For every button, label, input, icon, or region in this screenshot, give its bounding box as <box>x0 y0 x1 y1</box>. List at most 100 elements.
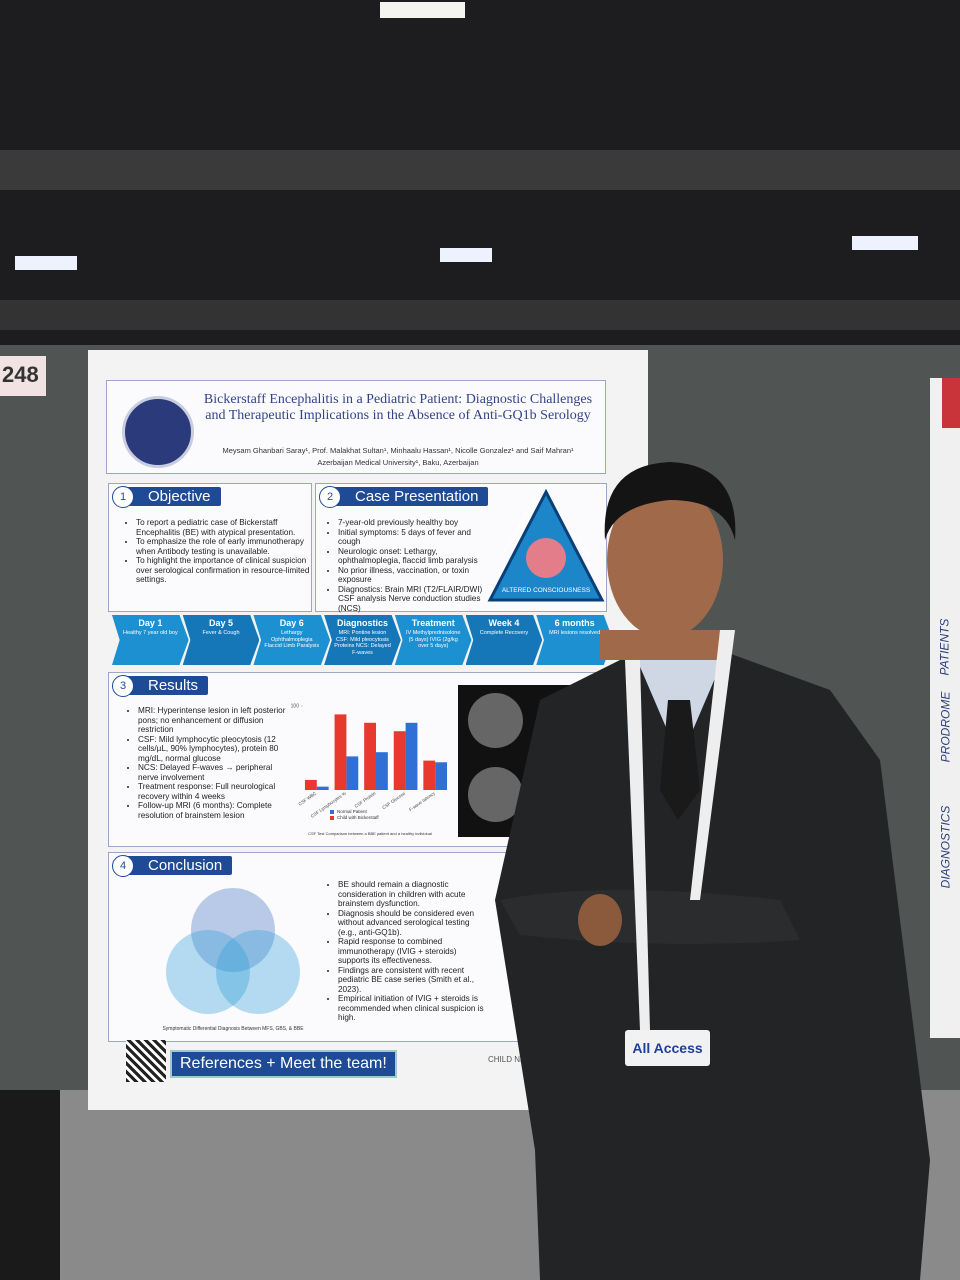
bullet: Empirical initiation of IVIG + steroids … <box>338 994 488 1023</box>
badge-text: All Access <box>632 1040 703 1056</box>
section-title: Objective <box>118 487 221 506</box>
bullet: Diagnosis should be considered even with… <box>338 909 488 938</box>
venn-circle <box>216 930 300 1014</box>
bullet: BE should remain a diagnostic considerat… <box>338 880 488 909</box>
timeline-step: Day 6 Lethargy Ophthalmoplegia Flaccid Li… <box>253 615 331 665</box>
hair <box>604 462 736 540</box>
section-title: Results <box>118 676 209 695</box>
truss <box>0 300 960 330</box>
bullet: To emphasize the role of early immunothe… <box>136 537 311 556</box>
bullet: To report a pediatric case of Bickerstaf… <box>136 518 311 537</box>
legend-swatch <box>330 810 334 814</box>
timeline: Day 1 Healthy 7 year old boy Day 5 Fever & … <box>112 615 613 665</box>
legend-label: Normal Patient <box>337 809 368 814</box>
ceiling-light <box>15 256 77 270</box>
poster-title: Bickerstaff Encephalitis in a Pediatric … <box>203 392 593 423</box>
bar <box>405 722 418 790</box>
y-tick-label: 100 <box>291 703 300 709</box>
step-label: Treatment <box>411 618 455 628</box>
step-text: MRI lesions resolved <box>549 630 601 636</box>
section-number: 2 <box>319 486 341 508</box>
section-number: 3 <box>112 675 134 697</box>
bullet-list: 7-year-old previously healthy boyInitial… <box>328 518 488 613</box>
ceiling-light <box>440 248 492 262</box>
section-title: Conclusion <box>118 856 233 875</box>
bullet: Neurologic onset: Lethargy, ophthalmople… <box>338 547 488 566</box>
bullet-list: BE should remain a diagnostic considerat… <box>328 880 488 1023</box>
ceiling-light <box>852 236 918 250</box>
step-text: IV Methylprednisolone (5 days) IVIG (2g/… <box>405 630 461 649</box>
bullet-list: To report a pediatric case of Bickerstaf… <box>126 518 311 585</box>
booth-sign <box>0 356 46 396</box>
side-poster-band <box>942 378 960 428</box>
step-label: 6 months <box>554 618 595 628</box>
bullet: Findings are consistent with recent pedi… <box>338 966 488 995</box>
face <box>607 482 723 638</box>
references-banner: References + Meet the team! <box>170 1050 397 1078</box>
lanyard <box>625 660 650 1030</box>
legend-swatch <box>330 816 334 820</box>
step-text: Healthy 7 year old boy <box>122 630 178 636</box>
step-text: Complete Recovery <box>479 630 529 636</box>
bar <box>376 752 388 790</box>
tie <box>660 700 700 820</box>
bar <box>393 731 406 790</box>
bar <box>346 756 359 790</box>
bar <box>423 760 436 790</box>
venn-circle <box>166 930 250 1014</box>
bullet: Initial symptoms: 5 days of fever and co… <box>338 528 488 547</box>
venn-caption: Symptomatic Differential Diagnosis Betwe… <box>162 1026 304 1032</box>
bar <box>304 779 317 790</box>
bullet: To highlight the importance of clinical … <box>136 556 311 585</box>
section-number: 1 <box>112 486 134 508</box>
stand <box>0 1090 60 1280</box>
venn-diagram <box>166 888 300 1014</box>
mri-scan <box>468 767 523 822</box>
timeline-step: Diagnostics MRI: Pontine lesion CSF: Mild… <box>324 615 401 665</box>
lanyard <box>690 630 735 900</box>
bullet: Rapid response to combined immunotherapy… <box>338 937 488 966</box>
bar <box>334 714 347 790</box>
step-text: Fever & Cough <box>202 630 240 636</box>
triad-diagram: OPHTHALMOPLEGIA ATAXIA ALTERED CONSCIOUS… <box>487 488 605 602</box>
bullet: NCS: Delayed F-waves → peripheral nerve … <box>138 763 288 782</box>
section-number: 4 <box>112 855 134 877</box>
side-poster <box>930 378 960 1038</box>
bullet: 7-year-old previously healthy boy <box>338 518 488 528</box>
step-label: Day 1 <box>138 618 163 628</box>
booth-number: 248 <box>2 362 39 387</box>
bullet: No prior illness, vaccination, or toxin … <box>338 566 488 585</box>
suit <box>495 650 930 1280</box>
badge <box>625 1030 710 1066</box>
crossed-arms <box>500 890 800 944</box>
step-label: Day 6 <box>279 618 304 628</box>
venn-circle <box>191 888 275 972</box>
step-label: Diagnostics <box>336 618 388 628</box>
bullet: Diagnostics: Brain MRI (T2/FLAIR/DWI) CS… <box>338 585 488 614</box>
section-title: Case Presentation <box>325 487 489 506</box>
bar <box>435 762 448 790</box>
brain-icon <box>526 538 566 578</box>
step-text: MRI: Pontine lesion CSF: Mild pleocytosi… <box>334 630 391 656</box>
timeline-step: Day 1 Healthy 7 year old boy <box>112 615 189 665</box>
bullet-list: MRI: Hyperintense lesion in left posteri… <box>128 706 288 820</box>
neck <box>600 630 730 660</box>
university-logo <box>122 396 194 468</box>
timeline-step: Day 5 Fever & Cough <box>182 615 260 665</box>
bar <box>364 722 376 790</box>
bullet: MRI: Hyperintense lesion in left posteri… <box>138 706 288 735</box>
step-label: Day 5 <box>209 618 234 628</box>
truss <box>0 150 960 190</box>
legend-label: Child with Bickerstaff <box>337 815 379 820</box>
hand <box>578 894 622 946</box>
step-label: Week 4 <box>488 618 520 628</box>
bullet: CSF: Mild lymphocytic pleocytosis (12 ce… <box>138 735 288 764</box>
bullet: Treatment response: Full neurological re… <box>138 782 288 801</box>
bullet: Follow-up MRI (6 months): Complete resol… <box>138 801 288 820</box>
timeline-step: Week 4 Complete Recovery <box>465 615 543 665</box>
triad-label: ALTERED CONSCIOUSNESS <box>502 587 591 594</box>
bar <box>316 786 329 790</box>
timeline-step: Treatment IV Methylprednisolone (5 days) … <box>394 615 472 665</box>
